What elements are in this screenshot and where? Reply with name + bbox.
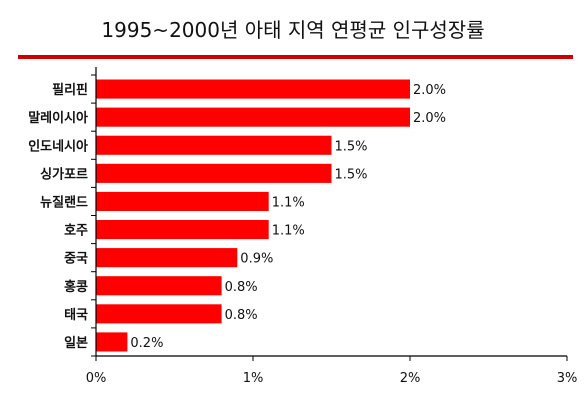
value-label: 0.2% <box>130 336 163 351</box>
category-label: 홍콩 <box>64 279 88 295</box>
value-label: 1.1% <box>272 195 305 210</box>
chart-title: 1995~2000년 아태 지역 연평균 인구성장률 <box>101 18 485 42</box>
value-label: 0.8% <box>225 280 258 295</box>
bar-3 <box>96 135 332 155</box>
bar-1 <box>96 79 410 99</box>
bar-9 <box>96 304 222 324</box>
value-label: 2.0% <box>413 111 446 126</box>
bar-4 <box>96 163 332 183</box>
x-tick-label: 1% <box>243 371 264 386</box>
bar-2 <box>96 107 410 127</box>
category-label: 뉴질랜드 <box>40 194 88 210</box>
bar-6 <box>96 219 269 240</box>
value-label: 1.1% <box>272 224 305 239</box>
category-label: 태국 <box>64 308 88 323</box>
category-label: 말레이시아 <box>28 110 88 126</box>
bar-10 <box>96 332 128 352</box>
category-label: 필리핀 <box>52 82 88 98</box>
category-label: 일본 <box>64 336 88 351</box>
category-label: 싱가포르 <box>40 167 88 182</box>
bar-5 <box>96 191 269 212</box>
value-label: 0.9% <box>240 252 273 267</box>
title-divider <box>18 55 573 59</box>
category-label: 호주 <box>64 224 88 239</box>
x-tick-label: 0% <box>86 371 107 386</box>
value-label: 1.5% <box>335 167 368 182</box>
value-label: 0.8% <box>225 308 258 323</box>
bar-8 <box>96 276 222 296</box>
value-label: 1.5% <box>335 139 368 154</box>
value-label: 2.0% <box>413 83 446 98</box>
category-label: 인도네시아 <box>28 138 88 154</box>
x-tick-label: 2% <box>400 371 421 386</box>
bar-7 <box>96 248 238 268</box>
x-tick-label: 3% <box>557 371 578 386</box>
category-label: 중국 <box>64 252 88 267</box>
